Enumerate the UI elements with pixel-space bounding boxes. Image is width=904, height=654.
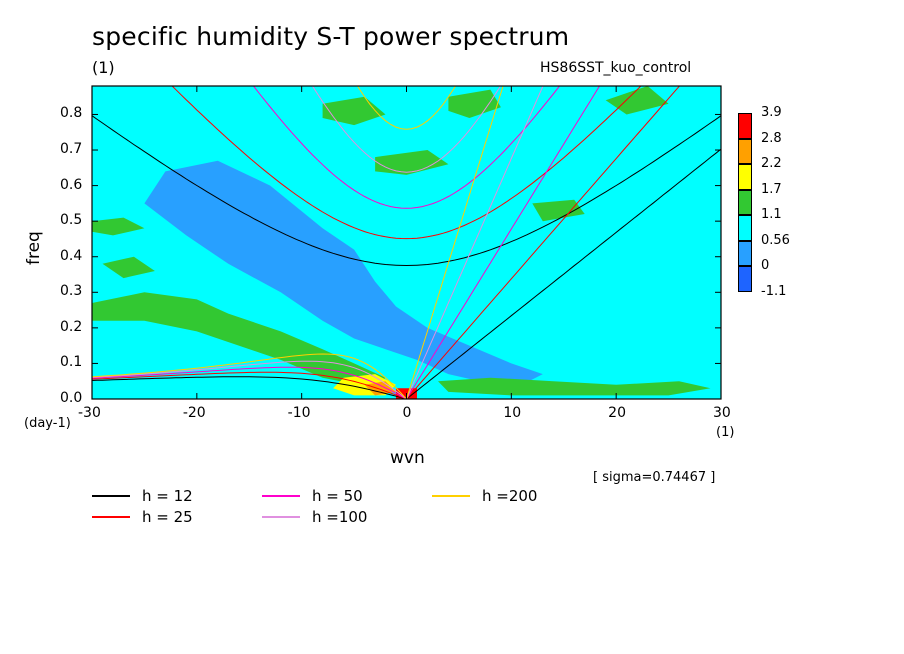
rossby-curve-h100 bbox=[92, 360, 407, 399]
colorbar-label: 1.1 bbox=[761, 207, 782, 222]
ig-curve-h200 bbox=[357, 86, 456, 130]
green-patch bbox=[605, 86, 669, 115]
colorbar-label: 0 bbox=[761, 258, 770, 273]
kelvin-curve-h50 bbox=[406, 86, 601, 399]
ig-curve-h50 bbox=[252, 86, 561, 209]
high-power-band bbox=[92, 292, 386, 389]
legend-swatch bbox=[262, 516, 300, 518]
colorbar-label: 3.9 bbox=[761, 105, 782, 120]
rossby-curve-h200 bbox=[92, 353, 407, 399]
y-tick-label: 0.4 bbox=[60, 247, 83, 264]
legend-item: h = 50 bbox=[262, 487, 363, 505]
y-axis-label: freq bbox=[24, 231, 44, 265]
legend-label: h = 50 bbox=[312, 487, 363, 505]
green-strip bbox=[438, 377, 711, 396]
x-tick-label: 30 bbox=[713, 405, 731, 421]
x-axis-unit: (1) bbox=[716, 425, 735, 440]
x-tick-label: 20 bbox=[608, 405, 626, 421]
legend-label: h = 12 bbox=[142, 487, 193, 505]
colorbar-label: 1.7 bbox=[761, 181, 782, 197]
y-tick-label: 0.6 bbox=[60, 176, 83, 193]
x-tick-label: 10 bbox=[503, 405, 522, 421]
chart-title: specific humidity S-T power spectrum bbox=[92, 22, 570, 51]
green-patch bbox=[448, 89, 501, 118]
colorbar-label: 0.56 bbox=[761, 232, 790, 248]
colorbar-swatch bbox=[738, 240, 752, 266]
units-label: (1) bbox=[92, 58, 115, 77]
colorbar-label: 2.8 bbox=[761, 130, 782, 146]
green-patch bbox=[102, 256, 155, 279]
kelvin-curve-h200 bbox=[406, 86, 504, 399]
y-tick-label: 0.3 bbox=[60, 283, 83, 300]
legend-label: h = 25 bbox=[142, 508, 193, 526]
legend-swatch bbox=[92, 516, 130, 518]
y-tick-label: 0.7 bbox=[60, 141, 83, 158]
colorbar-swatch bbox=[738, 266, 752, 292]
ig-curve-h25 bbox=[171, 86, 642, 240]
x-tick-label: -30 bbox=[78, 405, 101, 421]
ig-curve-h100 bbox=[311, 86, 502, 173]
legend-item: h = 12 bbox=[92, 487, 193, 505]
colorbar-swatch bbox=[738, 164, 752, 190]
sigma-annotation: [ sigma=0.74467 ] bbox=[593, 470, 716, 485]
legend-item: h =200 bbox=[432, 487, 537, 505]
y-axis-unit: (day-1) bbox=[24, 416, 71, 431]
colorbar-label: -1.1 bbox=[761, 283, 787, 299]
colorbar-label: 2.2 bbox=[761, 156, 782, 171]
x-tick-label: -20 bbox=[182, 405, 206, 421]
x-tick-label: 0 bbox=[402, 405, 412, 421]
legend-label: h =100 bbox=[312, 508, 368, 526]
colorbar-swatch bbox=[738, 138, 752, 164]
chart-subtitle: HS86SST_kuo_control bbox=[540, 60, 692, 76]
legend-swatch bbox=[92, 495, 130, 497]
rossby-curve-h50 bbox=[92, 366, 407, 399]
kelvin-curve-h12 bbox=[406, 148, 721, 399]
colorbar-swatch bbox=[738, 215, 752, 241]
ig-curve-h12 bbox=[92, 115, 721, 267]
kelvin-curve-h100 bbox=[406, 86, 544, 399]
rossby-curve-h25 bbox=[92, 371, 407, 399]
kelvin-curve-h25 bbox=[406, 86, 681, 399]
y-tick-label: 0.0 bbox=[60, 390, 83, 406]
y-tick-label: 0.8 bbox=[60, 105, 83, 122]
low-power-region bbox=[144, 160, 543, 385]
colorbar-swatch bbox=[738, 189, 752, 215]
legend-swatch bbox=[432, 495, 470, 497]
green-patch bbox=[532, 199, 585, 222]
colorbar-swatch bbox=[738, 113, 752, 139]
x-tick-label: -10 bbox=[287, 405, 311, 421]
green-patch bbox=[375, 150, 449, 175]
green-patch bbox=[92, 217, 145, 236]
contour-field bbox=[92, 86, 721, 399]
y-tick-label: 0.1 bbox=[60, 354, 83, 371]
rossby-curve-h12 bbox=[92, 376, 407, 399]
legend-label: h =200 bbox=[482, 487, 538, 505]
legend-item: h =100 bbox=[262, 508, 367, 526]
y-tick-label: 0.5 bbox=[60, 212, 83, 229]
legend-item: h = 25 bbox=[92, 508, 193, 526]
x-axis-label: wvn bbox=[390, 448, 425, 468]
legend-swatch bbox=[262, 495, 300, 497]
y-tick-label: 0.2 bbox=[60, 318, 83, 335]
